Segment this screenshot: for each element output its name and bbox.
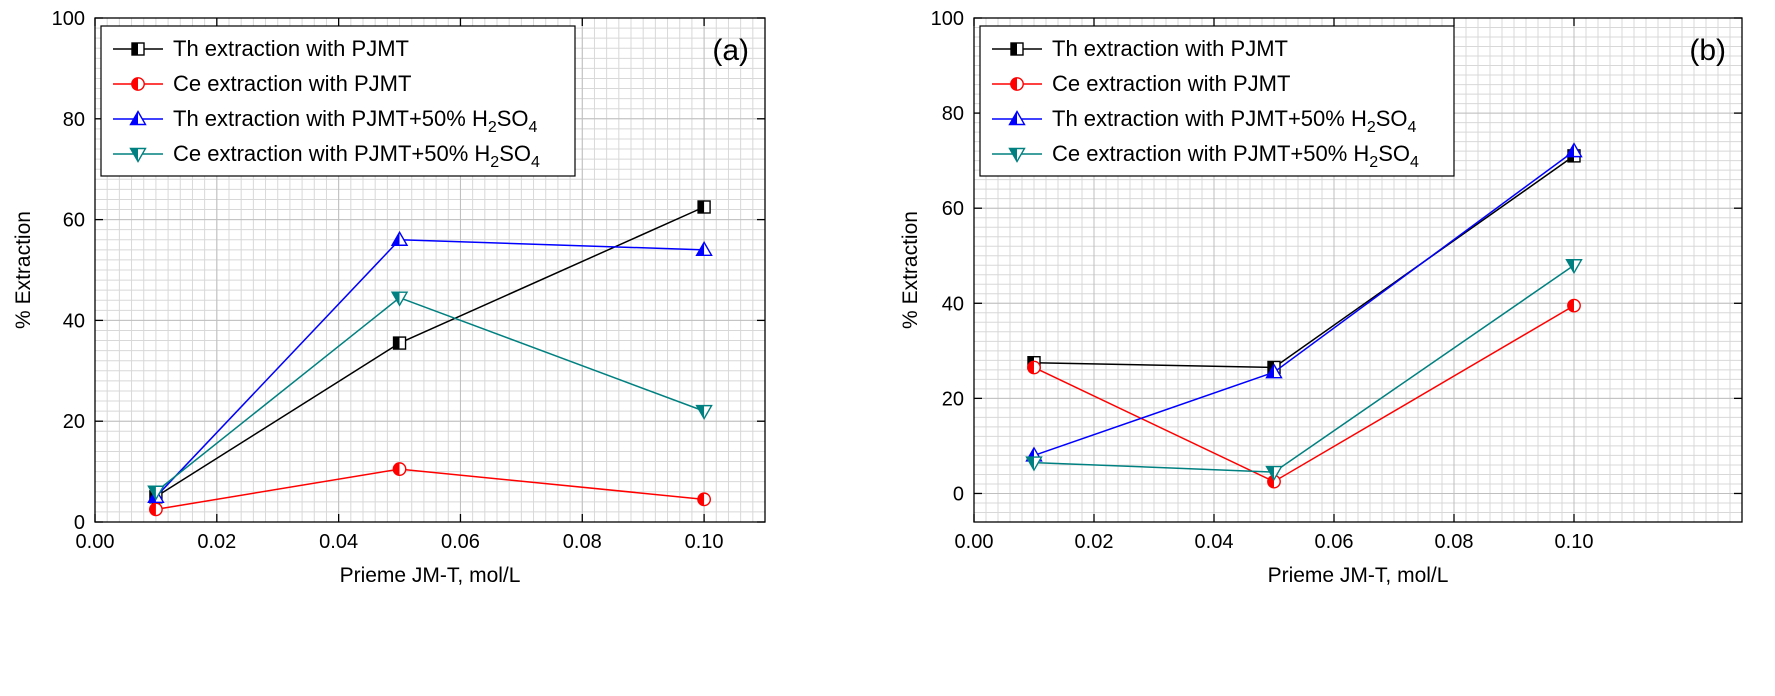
- square-half-icon: [697, 200, 711, 214]
- y-tick-label: 20: [942, 388, 964, 410]
- legend-label: Ce extraction with PJMT: [173, 71, 411, 96]
- plot-frame: [94, 17, 766, 523]
- x-tick-label: 0.10: [685, 531, 724, 553]
- triangle-down-half-icon: [390, 291, 409, 307]
- y-tick-label: 80: [942, 103, 964, 125]
- y-tick-label: 100: [931, 8, 964, 30]
- series-line: [155, 238, 705, 498]
- triangle-up-half-icon: [1565, 142, 1583, 158]
- legend-item: Ce extraction with PJMT+50% H2SO4: [992, 141, 1419, 171]
- series-0: [149, 200, 711, 504]
- square-half-icon: [131, 42, 145, 56]
- legend-item: Ce extraction with PJMT: [113, 71, 411, 96]
- x-tick-label: 0.08: [1435, 531, 1474, 553]
- legend-item: Th extraction with PJMT+50% H2SO4: [992, 106, 1417, 136]
- legend-item: Th extraction with PJMT+50% H2SO4: [113, 106, 538, 136]
- triangle-down-half-icon: [147, 485, 165, 501]
- legend-label: Th extraction with PJMT+50% H2SO4: [1052, 106, 1417, 136]
- series-line: [155, 468, 705, 511]
- series-2: [1025, 142, 1583, 462]
- plot-frame: [973, 17, 1743, 523]
- series-2: [147, 230, 713, 503]
- x-tick-label: 0.00: [955, 531, 994, 553]
- x-tick-label: 0.06: [441, 531, 480, 553]
- square-half-icon: [392, 336, 407, 350]
- legend-label: Th extraction with PJMT+50% H2SO4: [173, 106, 538, 136]
- legend: Th extraction with PJMT Ce extraction wit…: [979, 25, 1455, 177]
- y-axis-title: % Extraction: [12, 211, 35, 329]
- legend: Th extraction with PJMT Ce extraction wit…: [100, 25, 576, 177]
- series-1: [149, 462, 711, 517]
- x-tick-label: 0.00: [76, 531, 115, 553]
- series-line: [1033, 264, 1575, 473]
- y-tick-label: 0: [953, 483, 964, 505]
- legend-item: Th extraction with PJMT: [113, 36, 409, 61]
- triangle-down-half-icon: [695, 404, 713, 421]
- circle-half-icon: [392, 462, 407, 476]
- series-3: [147, 291, 713, 501]
- circle-half-icon: [131, 77, 145, 91]
- axes: 0.00 0.02 0.04 0.06 0.08 0.10 0 20 40 60 80 100: [52, 8, 765, 553]
- circle-half-icon: [149, 502, 163, 517]
- triangle-down-half-icon: [129, 147, 147, 163]
- legend-item: Ce extraction with PJMT+50% H2SO4: [113, 141, 540, 171]
- circle-half-icon: [1567, 298, 1581, 313]
- circle-half-icon: [1267, 474, 1281, 489]
- x-tick-label: 0.08: [563, 531, 602, 553]
- square-half-icon: [1010, 42, 1024, 56]
- y-tick-label: 40: [63, 310, 85, 332]
- triangle-up-half-icon: [695, 240, 713, 257]
- legend-label: Ce extraction with PJMT+50% H2SO4: [1052, 141, 1419, 171]
- chart-a-canvas: 0.00 0.02 0.04 0.06 0.08 0.10 0 20 40 60 80 100 Prie…: [12, 8, 766, 587]
- series-1: [1027, 298, 1581, 489]
- series-line: [155, 296, 705, 493]
- panel-annotation: (a): [712, 34, 749, 67]
- panel-annotation: (b): [1689, 34, 1726, 67]
- y-tick-label: 100: [52, 8, 85, 30]
- legend-label: Ce extraction with PJMT+50% H2SO4: [173, 141, 540, 171]
- legend-box: [979, 25, 1455, 177]
- axes: 0.00 0.02 0.04 0.06 0.08 0.10 0 20 40 60 80 100: [931, 8, 1742, 553]
- legend-label: Th extraction with PJMT: [1052, 36, 1288, 61]
- triangle-down-half-icon: [1265, 465, 1283, 481]
- y-tick-label: 80: [63, 109, 85, 131]
- legend-label: Th extraction with PJMT: [173, 36, 409, 61]
- triangle-down-half-icon: [1008, 147, 1026, 163]
- x-tick-label: 0.02: [197, 531, 236, 553]
- legend-label: Ce extraction with PJMT: [1052, 71, 1290, 96]
- triangle-down-half-icon: [1025, 456, 1043, 472]
- y-axis-title: % Extraction: [899, 211, 922, 329]
- y-tick-label: 0: [74, 512, 85, 534]
- circle-half-icon: [697, 492, 711, 507]
- x-tick-label: 0.04: [1195, 531, 1234, 553]
- triangle-up-half-icon: [1265, 363, 1283, 379]
- y-tick-label: 60: [63, 210, 85, 232]
- triangle-up-half-icon: [1008, 110, 1026, 126]
- legend-box: [100, 25, 576, 177]
- y-tick-label: 20: [63, 411, 85, 433]
- panel-b: 0.00 0.02 0.04 0.06 0.08 0.10 0 20 40 60 80 100 Prie…: [887, 0, 1775, 696]
- series-0: [1027, 149, 1581, 375]
- triangle-down-half-icon: [1565, 259, 1583, 275]
- series-line: [155, 206, 705, 498]
- x-tick-label: 0.10: [1555, 531, 1594, 553]
- triangle-up-half-icon: [129, 110, 147, 126]
- series-line: [1033, 155, 1575, 369]
- circle-half-icon: [1027, 360, 1041, 375]
- x-tick-label: 0.04: [319, 531, 358, 553]
- y-tick-label: 40: [942, 293, 964, 315]
- x-tick-label: 0.02: [1075, 531, 1114, 553]
- triangle-up-half-icon: [390, 230, 409, 246]
- panel-a: 0.00 0.02 0.04 0.06 0.08 0.10 0 20 40 60 80 100 Prie…: [0, 0, 887, 696]
- legend-item: Ce extraction with PJMT: [992, 71, 1290, 96]
- x-axis-title: Prieme JM-T, mol/L: [340, 564, 521, 587]
- x-tick-label: 0.06: [1315, 531, 1354, 553]
- x-axis-title: Prieme JM-T, mol/L: [1268, 564, 1449, 587]
- legend-item: Th extraction with PJMT: [992, 36, 1288, 61]
- series-3: [1025, 259, 1583, 481]
- circle-half-icon: [1010, 77, 1024, 91]
- chart-b-canvas: 0.00 0.02 0.04 0.06 0.08 0.10 0 20 40 60 80 100 Prie…: [899, 8, 1743, 587]
- y-tick-label: 60: [942, 198, 964, 220]
